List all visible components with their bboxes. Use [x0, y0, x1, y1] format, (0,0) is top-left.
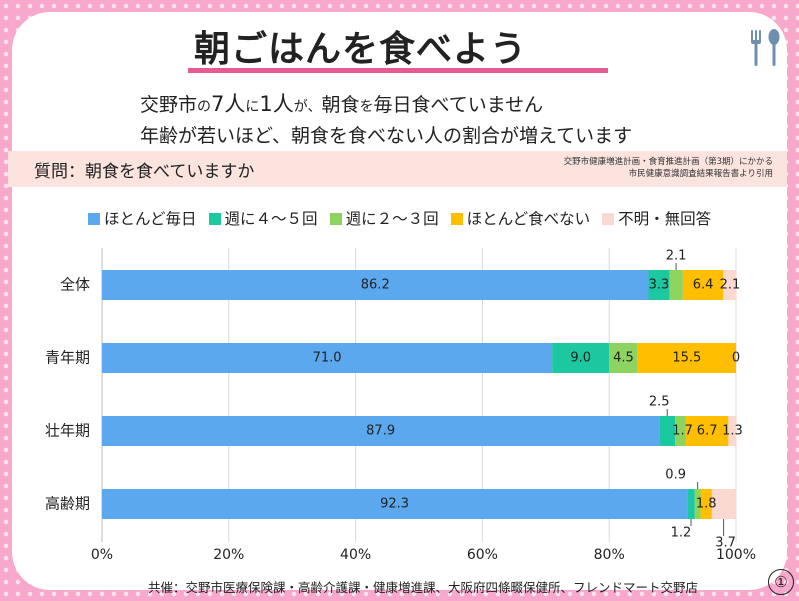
category-label: 高齢期 [45, 495, 90, 513]
bar-segment [648, 270, 670, 300]
bar-segment [552, 343, 610, 373]
source-citation: 交野市健康増進計画・食育推進計画（第3期）にかかる 市民健康意識調査結果報告書よ… [563, 157, 773, 179]
data-label: 92.3 [380, 497, 409, 512]
legend-item-1: 週に４～５回 [208, 207, 318, 229]
bar-segment [711, 489, 736, 519]
data-label: 6.4 [693, 278, 714, 293]
legend-swatch [329, 213, 342, 225]
data-label: 86.2 [361, 278, 390, 293]
title-block: 朝ごはんを食べよう [188, 16, 780, 73]
lead-line-2: 年齢が若いほど、朝食を食べない人の割合が増えています [140, 125, 633, 147]
lead-line-1: 交野市の7人に1人が、朝食を毎日食べていません [140, 92, 544, 116]
legend-label: 週に４～５回 [224, 210, 318, 228]
x-tick-label: 40% [340, 547, 371, 563]
bar-segment [637, 343, 736, 373]
data-label: 2.5 [649, 395, 670, 410]
bar-segment [675, 416, 686, 446]
x-tick-label: 60% [467, 547, 498, 563]
legend-item-2: 週に２～３回 [329, 207, 439, 229]
legend-item-0: ほとんど毎日 [88, 207, 197, 229]
category-label: 青年期 [45, 349, 90, 367]
bar-segment [102, 489, 688, 519]
x-tick-label: 80% [594, 547, 625, 563]
bar-segment [102, 270, 649, 300]
page-number: ① [768, 569, 794, 595]
x-tick-label: 20% [213, 547, 244, 563]
x-tick-label: 100% [716, 547, 756, 563]
bar-segment [669, 270, 683, 300]
lead-text: 交野市の7人に1人が、朝食を毎日食べていません 年齢が若いほど、朝食を食べない人… [140, 90, 632, 151]
legend-swatch [450, 213, 463, 225]
data-label: 9.0 [570, 351, 591, 366]
category-label: 全体 [60, 276, 90, 294]
bar-segment [700, 489, 712, 519]
bar-segment [609, 343, 638, 373]
bar-segment [659, 416, 676, 446]
data-label: 1.3 [722, 424, 743, 439]
data-label: 0.9 [665, 468, 686, 483]
data-label: 0 [732, 351, 740, 366]
data-label: 6.7 [697, 424, 718, 439]
data-label: 2.1 [720, 278, 741, 293]
data-label: 3.3 [649, 278, 670, 293]
page-title: 朝ごはんを食べよう [194, 29, 528, 70]
legend-swatch [602, 213, 615, 225]
data-label: 4.5 [613, 351, 634, 366]
data-label: 2.1 [666, 249, 687, 264]
bar-segment [723, 270, 737, 300]
question-text: 質問：朝食を食べていますか [34, 162, 255, 182]
category-label: 壮年期 [45, 422, 90, 440]
data-label: 1.8 [696, 497, 717, 512]
bar-segment [685, 416, 729, 446]
legend-item-3: ほとんど食べない [450, 207, 591, 229]
data-label: 87.9 [366, 424, 395, 439]
data-label: 15.5 [672, 351, 701, 366]
footer-credits: 共催：交野市医療保険課・高齢介護課・健康増進課、大阪府四條畷保健所、フレンドマー… [148, 580, 699, 595]
bar-segment [682, 270, 724, 300]
legend-item-4: 不明・無回答 [602, 207, 711, 229]
x-tick-label: 0% [91, 547, 113, 563]
data-label: 3.7 [715, 536, 736, 551]
data-label: 1.7 [672, 424, 693, 439]
bar-segment [694, 489, 701, 519]
bar-segment [728, 416, 737, 446]
bar-segment [687, 489, 695, 519]
bar-segment [102, 343, 553, 373]
data-label: 71.0 [313, 351, 342, 366]
bar-segment [102, 416, 660, 446]
legend-label: 週に２～３回 [345, 210, 439, 228]
legend-swatch [88, 213, 100, 225]
legend-label: 不明・無回答 [618, 210, 712, 228]
legend-label: ほとんど毎日 [104, 210, 197, 228]
legend-label: ほとんど食べない [466, 210, 591, 228]
title-underline [188, 68, 608, 73]
chart-legend: ほとんど毎日 週に４～５回 週に２～３回 ほとんど食べない 不明・無回答 [88, 207, 723, 229]
fork-spoon-icon [751, 29, 780, 66]
question-band: 質問：朝食を食べていますか 交野市健康増進計画・食育推進計画（第3期）にかかる … [8, 151, 787, 187]
data-label: 1.2 [671, 526, 692, 541]
legend-swatch [208, 213, 221, 225]
